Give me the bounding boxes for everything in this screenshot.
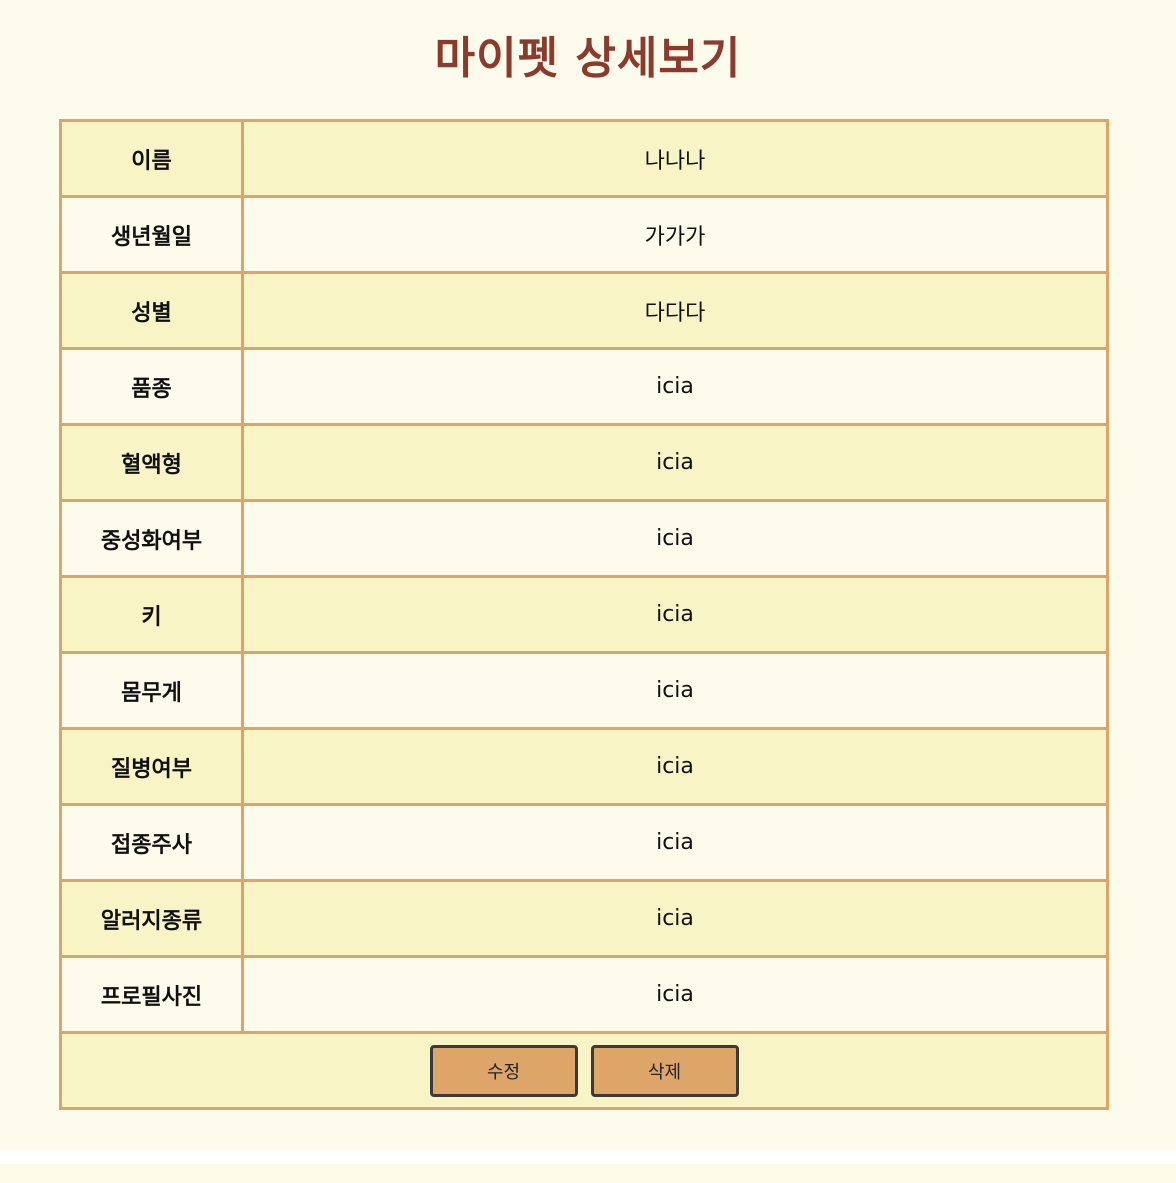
weight-label: 몸무게	[59, 651, 244, 730]
vaccination-value: icia	[241, 803, 1109, 882]
actions-cell: 수정 삭제	[59, 1031, 1109, 1110]
table-row: 혈액형 icia	[59, 423, 1109, 502]
edit-button[interactable]: 수정	[429, 1044, 578, 1097]
table-row: 키 icia	[59, 575, 1109, 654]
allergy-label: 알러지종류	[59, 879, 244, 958]
table-row: 이름 나나나	[59, 119, 1109, 198]
neutered-value: icia	[241, 499, 1109, 578]
delete-button[interactable]: 삭제	[590, 1044, 739, 1097]
page-footer-strip	[0, 1164, 1176, 1183]
blood-type-label: 혈액형	[59, 423, 244, 502]
page-divider	[0, 1150, 1176, 1164]
page-title: 마이펫 상세보기	[434, 33, 742, 84]
gender-label: 성별	[59, 271, 244, 350]
table-row: 성별 다다다	[59, 271, 1109, 350]
breed-label: 품종	[59, 347, 244, 426]
neutered-label: 중성화여부	[59, 499, 244, 578]
birthdate-label: 생년월일	[59, 195, 244, 274]
table-row: 알러지종류 icia	[59, 879, 1109, 958]
vaccination-label: 접종주사	[59, 803, 244, 882]
table-row: 접종주사 icia	[59, 803, 1109, 882]
disease-label: 질병여부	[59, 727, 244, 806]
weight-value: icia	[241, 651, 1109, 730]
profile-photo-value: icia	[241, 955, 1109, 1034]
actions-row: 수정 삭제	[59, 1031, 1109, 1110]
table-row: 품종 icia	[59, 347, 1109, 426]
height-value: icia	[241, 575, 1109, 654]
birthdate-value: 가가가	[241, 195, 1109, 274]
gender-value: 다다다	[241, 271, 1109, 350]
name-label: 이름	[59, 119, 244, 198]
disease-value: icia	[241, 727, 1109, 806]
name-value: 나나나	[241, 119, 1109, 198]
breed-value: icia	[241, 347, 1109, 426]
height-label: 키	[59, 575, 244, 654]
table-row: 생년월일 가가가	[59, 195, 1109, 274]
pet-detail-table: 이름 나나나 생년월일 가가가 성별 다다다 품종 icia 혈액형 icia …	[59, 119, 1109, 1110]
profile-photo-label: 프로필사진	[59, 955, 244, 1034]
table-row: 몸무게 icia	[59, 651, 1109, 730]
table-row: 프로필사진 icia	[59, 955, 1109, 1034]
table-row: 중성화여부 icia	[59, 499, 1109, 578]
allergy-value: icia	[241, 879, 1109, 958]
table-row: 질병여부 icia	[59, 727, 1109, 806]
blood-type-value: icia	[241, 423, 1109, 502]
